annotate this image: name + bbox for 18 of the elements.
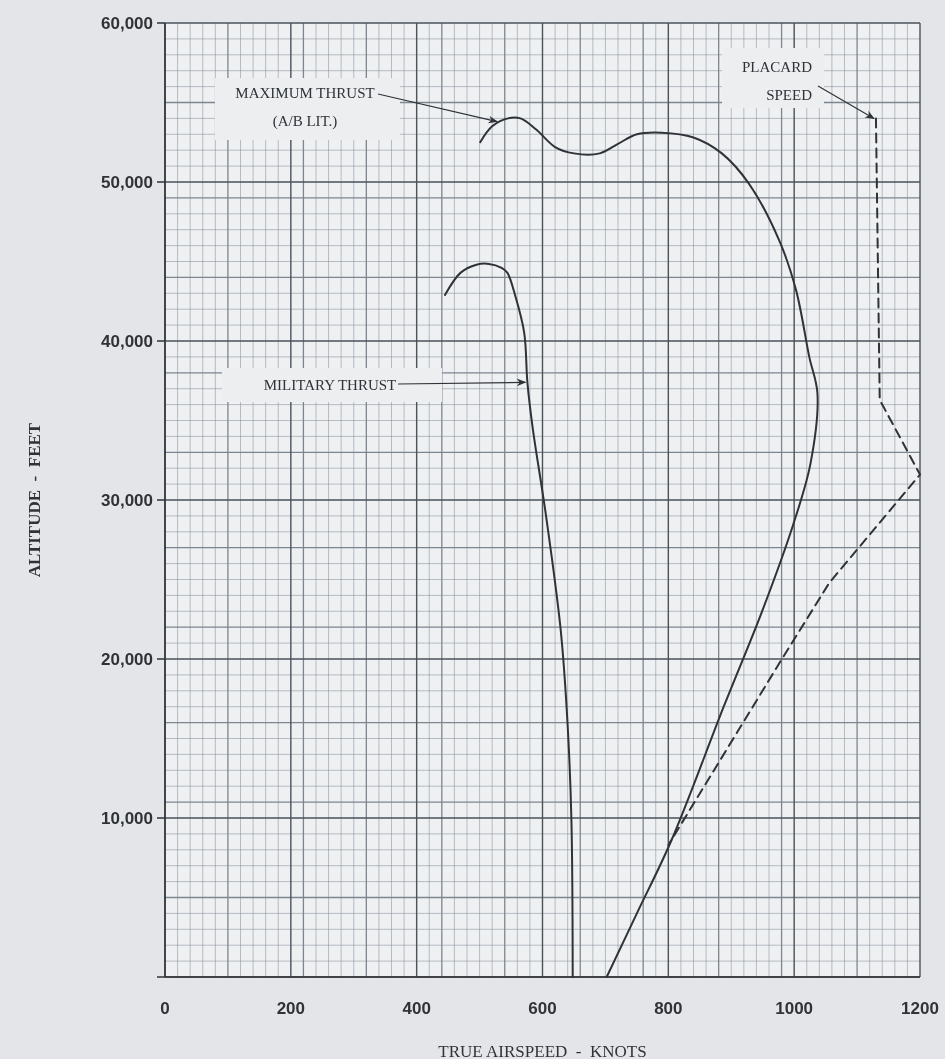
- y-axis-title: ALTITUDE - FEET: [25, 422, 44, 578]
- y-tick-label: 60,000: [101, 14, 153, 33]
- annotation: MILITARY THRUST: [263, 377, 397, 393]
- y-tick-label: 10,000: [101, 809, 153, 828]
- annotation: MAXIMUM THRUST (A/B LIT.): [235, 85, 375, 130]
- y-tick-label: 20,000: [101, 650, 153, 669]
- x-tick-label: 0: [160, 999, 170, 1018]
- y-tick-label: 40,000: [101, 332, 153, 351]
- x-tick-label: 200: [276, 999, 306, 1018]
- x-axis-title: TRUE AIRSPEED - KNOTS: [438, 1042, 647, 1059]
- x-tick-label: 1000: [775, 999, 814, 1018]
- annotation: PLACARD SPEED: [741, 59, 813, 103]
- y-tick-label: 50,000: [101, 173, 153, 192]
- x-tick-label: 1200: [901, 999, 939, 1018]
- x-tick-label: 800: [654, 999, 683, 1018]
- x-tick-label: 600: [528, 999, 557, 1018]
- y-tick-label: 30,000: [101, 491, 153, 510]
- x-tick-label: 400: [402, 999, 431, 1018]
